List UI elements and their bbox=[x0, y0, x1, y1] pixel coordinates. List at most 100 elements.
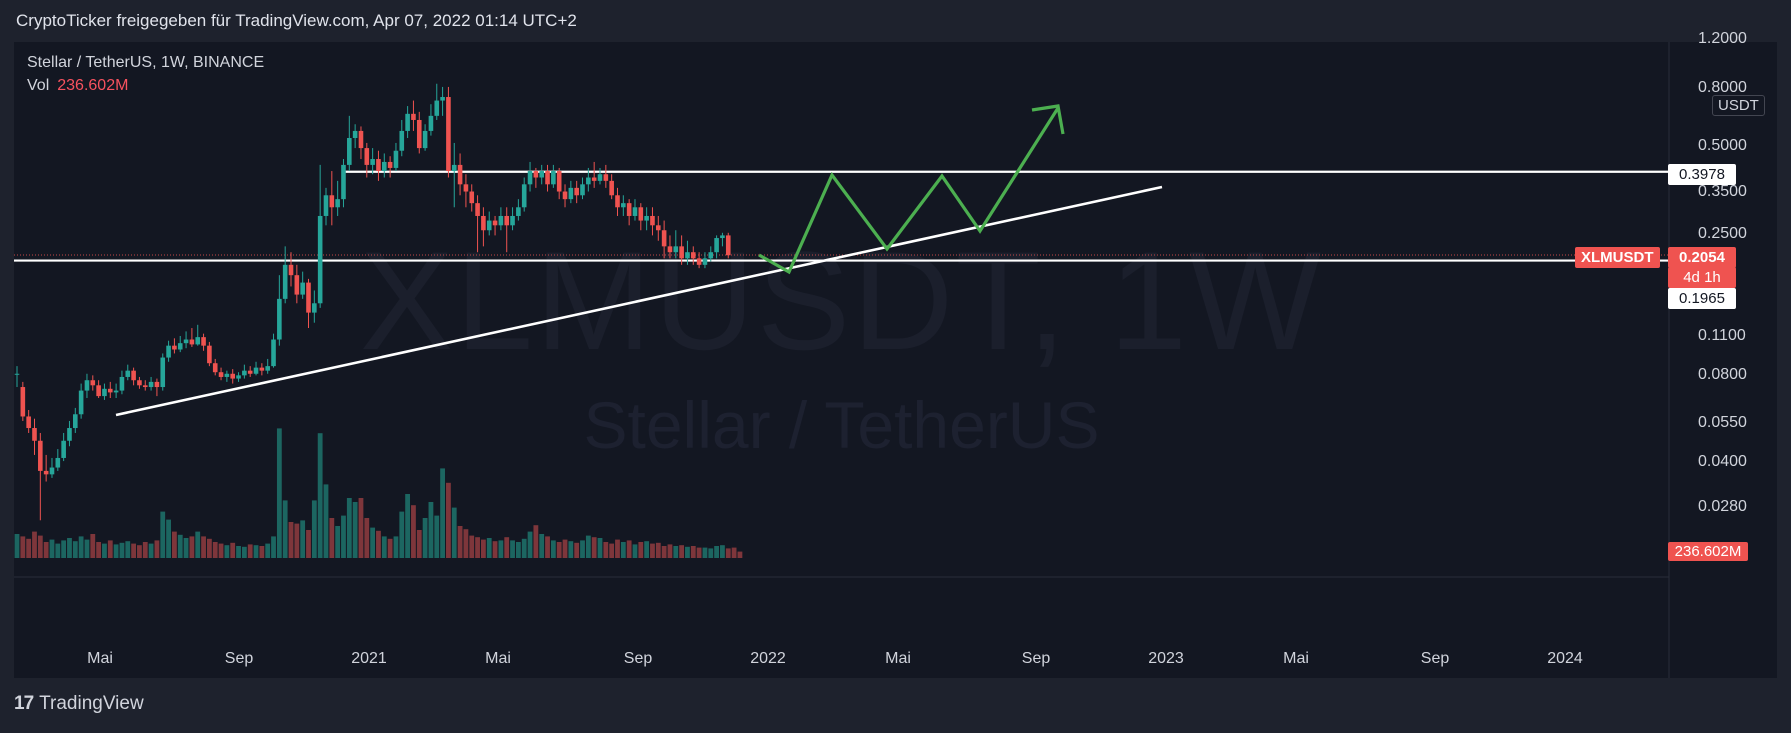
candle-up bbox=[551, 171, 556, 185]
candle-up bbox=[440, 97, 445, 101]
volume-bar bbox=[539, 534, 545, 558]
volume-bar bbox=[521, 538, 527, 558]
bar-countdown-badge: 4d 1h bbox=[1668, 267, 1736, 288]
candle-down bbox=[364, 148, 370, 165]
candle-up bbox=[644, 215, 649, 221]
volume-bar bbox=[236, 546, 241, 558]
candle-up bbox=[673, 246, 679, 253]
volume-bar bbox=[137, 545, 142, 558]
volume-bar bbox=[434, 515, 440, 558]
volume-bar bbox=[131, 543, 136, 558]
currency-button[interactable]: USDT bbox=[1712, 95, 1765, 116]
price-tick: 0.0280 bbox=[1698, 498, 1747, 515]
volume-bar bbox=[679, 545, 685, 558]
volume-bar bbox=[78, 536, 84, 558]
volume-bar bbox=[154, 540, 160, 558]
volume-bar bbox=[14, 534, 20, 558]
candle-up bbox=[451, 164, 457, 172]
candle-up bbox=[312, 303, 317, 313]
candle-down bbox=[492, 220, 498, 226]
volume-bar bbox=[352, 502, 358, 558]
candle-up bbox=[568, 187, 574, 200]
candle-up bbox=[341, 164, 346, 200]
volume-bar bbox=[469, 535, 475, 558]
candle-up bbox=[393, 150, 399, 168]
volume-bar bbox=[43, 542, 49, 558]
volume-bar bbox=[20, 536, 26, 558]
candle-down bbox=[656, 225, 661, 231]
volume-bar bbox=[142, 542, 148, 558]
volume-bar bbox=[620, 542, 626, 558]
time-label: 2021 bbox=[351, 650, 387, 667]
price-tick: 0.2500 bbox=[1698, 225, 1747, 242]
volume-bar bbox=[486, 538, 492, 558]
volume-bar bbox=[102, 543, 107, 558]
footer-bar: 17 TradingView bbox=[0, 678, 1791, 733]
volume-bar bbox=[26, 538, 32, 558]
candle-up bbox=[381, 161, 387, 172]
volume-bar bbox=[585, 535, 591, 558]
candle-down bbox=[457, 164, 463, 185]
volume-bar bbox=[183, 538, 189, 558]
candle-down bbox=[154, 381, 160, 388]
volume-badge: 236.602M bbox=[1668, 542, 1748, 561]
volume-bar bbox=[32, 531, 37, 558]
candle-down bbox=[358, 130, 364, 149]
candle-down bbox=[142, 385, 148, 388]
volume-bar bbox=[247, 544, 253, 558]
volume-bar bbox=[306, 530, 311, 558]
candle-down bbox=[259, 367, 265, 371]
candle-down bbox=[574, 187, 579, 196]
volume-bar bbox=[527, 531, 533, 558]
volume-bar bbox=[574, 542, 580, 558]
chart-pane[interactable]: XLMUSDT, 1W Stellar / TetherUS Stellar /… bbox=[14, 30, 1777, 678]
time-label: Sep bbox=[224, 650, 254, 667]
volume-bar bbox=[212, 542, 218, 558]
volume-bar bbox=[650, 543, 655, 558]
volume-bar bbox=[72, 541, 78, 558]
candle-down bbox=[591, 177, 597, 181]
candle-up bbox=[586, 177, 591, 185]
volume-bar bbox=[317, 433, 323, 558]
volume-bar bbox=[533, 525, 539, 558]
candle-up bbox=[621, 203, 626, 208]
volume-bar bbox=[667, 544, 673, 558]
volume-bar bbox=[720, 545, 725, 558]
candle-down bbox=[218, 372, 224, 377]
candlestick-chart[interactable] bbox=[14, 42, 1777, 678]
volume-bar bbox=[148, 543, 154, 558]
volume-legend-label: Vol bbox=[27, 77, 50, 94]
candle-down bbox=[469, 191, 475, 204]
volume-bar bbox=[166, 519, 171, 558]
candle-down bbox=[690, 252, 696, 259]
volume-bar bbox=[737, 551, 743, 558]
volume-bar bbox=[603, 542, 609, 558]
volume-bar bbox=[615, 539, 620, 558]
price-tick: 0.0400 bbox=[1698, 453, 1747, 470]
candle-down bbox=[212, 363, 218, 373]
volume-bar bbox=[416, 530, 422, 558]
symbol-badge[interactable]: XLMUSDT bbox=[1575, 247, 1660, 268]
volume-bar bbox=[510, 540, 515, 558]
price-tick: 1.2000 bbox=[1698, 30, 1747, 47]
candle-down bbox=[416, 119, 422, 149]
volume-bar bbox=[556, 542, 562, 558]
price-tick: 0.1100 bbox=[1698, 327, 1746, 344]
volume-bar bbox=[67, 538, 72, 558]
volume-bar bbox=[481, 539, 486, 558]
volume-bar bbox=[690, 546, 696, 558]
candle-up bbox=[125, 370, 131, 377]
candle-down bbox=[615, 195, 620, 208]
volume-bar bbox=[562, 539, 568, 558]
volume-bar bbox=[49, 539, 55, 558]
volume-bar bbox=[125, 541, 131, 558]
candle-up bbox=[224, 373, 230, 377]
time-label: Sep bbox=[1021, 650, 1051, 667]
volume-bar bbox=[376, 530, 381, 558]
volume-bar bbox=[498, 540, 504, 558]
volume-bar bbox=[597, 538, 603, 558]
time-label: Mai bbox=[1283, 650, 1309, 667]
tradingview-logo[interactable]: 17 TradingView bbox=[14, 693, 144, 715]
time-label: Sep bbox=[623, 650, 653, 667]
candle-down bbox=[306, 282, 311, 313]
